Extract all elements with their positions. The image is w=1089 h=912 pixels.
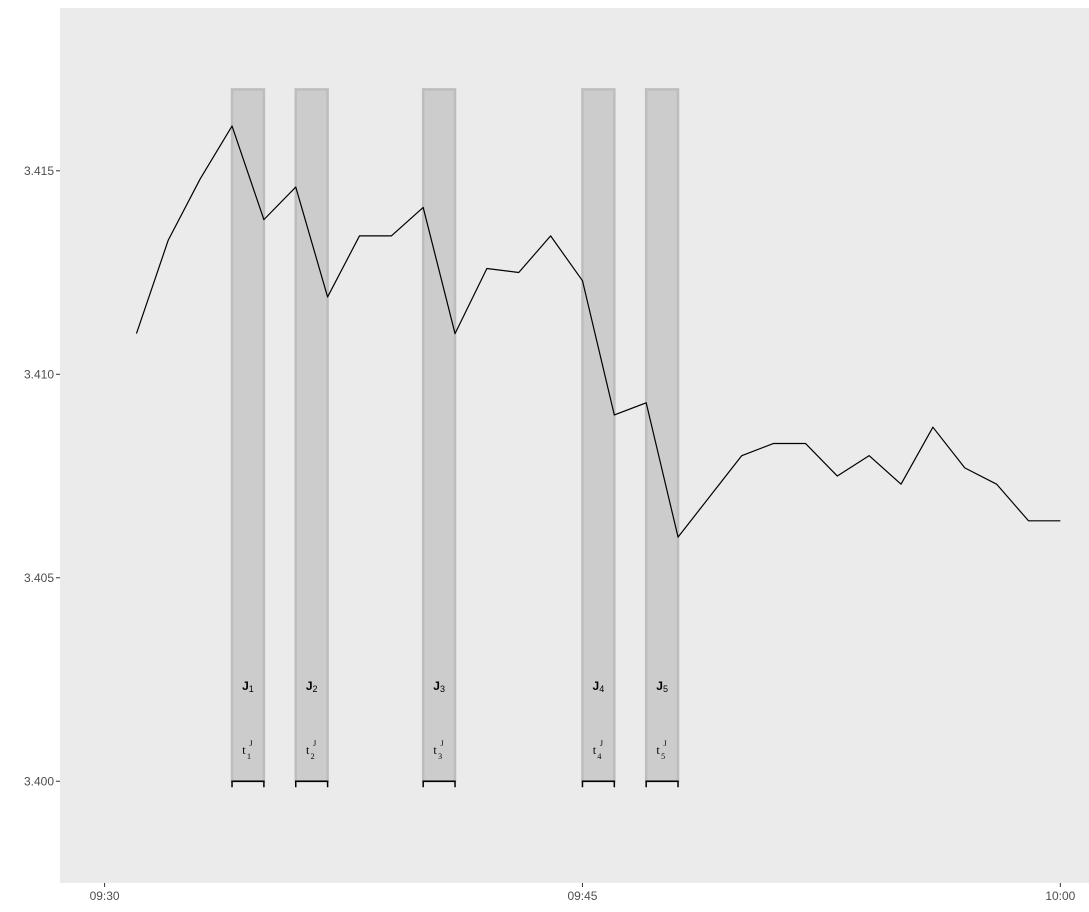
- jump-rect-2: [294, 88, 329, 783]
- t-label-sub-5: 5: [661, 752, 665, 761]
- t-label-2: t: [306, 743, 310, 757]
- y-tick-label: 3.400: [24, 774, 54, 788]
- interval-bracket-2: [294, 780, 329, 788]
- jump-rect-3: [421, 88, 457, 783]
- jump-label-4: J4: [593, 679, 605, 694]
- t-label-sub-2: 2: [311, 752, 315, 761]
- jump-rect-4: [581, 88, 616, 783]
- plot-panel: [60, 8, 1089, 883]
- x-tick-label: 09:45: [567, 889, 597, 903]
- t-label-sub-4: 4: [597, 752, 601, 761]
- y-axis: 3.400 3.405 3.410 3.415: [24, 164, 60, 788]
- t-label-sup-3: J: [441, 739, 444, 748]
- t-label-4: t: [593, 743, 597, 757]
- jump-label-1: J1: [242, 679, 254, 694]
- jump-label-3: J3: [433, 679, 445, 694]
- jump-rect-5: [644, 88, 680, 783]
- interval-bracket-4: [581, 780, 616, 788]
- t-label-sup-5: J: [664, 739, 667, 748]
- x-axis: 09:30 09:45 10:00: [90, 883, 1076, 903]
- series-line: [135, 125, 1061, 538]
- t-label-sup-2: J: [313, 739, 316, 748]
- interval-bracket-5: [645, 780, 679, 788]
- interval-bracket-3: [422, 780, 456, 788]
- y-tick-label: 3.410: [24, 367, 54, 381]
- t-label-1: t: [242, 743, 246, 757]
- jump-rect-1: [230, 88, 266, 783]
- interval-bracket-1: [231, 780, 265, 788]
- t-label-sup-1: J: [249, 739, 252, 748]
- jump-intervals: [230, 88, 680, 783]
- y-tick-label: 3.405: [24, 571, 54, 585]
- t-label-sub-1: 1: [247, 752, 251, 761]
- t-label-sub-3: 3: [438, 752, 442, 761]
- t-label-3: t: [433, 743, 437, 757]
- t-label-5: t: [656, 743, 660, 757]
- x-tick-label: 09:30: [90, 889, 120, 903]
- jump-label-2: J2: [306, 679, 318, 694]
- t-label-sup-4: J: [600, 739, 603, 748]
- x-tick-label: 10:00: [1045, 889, 1075, 903]
- series-line-layer: [135, 125, 1061, 538]
- jump-label-5: J5: [656, 679, 668, 694]
- y-tick-label: 3.415: [24, 164, 54, 178]
